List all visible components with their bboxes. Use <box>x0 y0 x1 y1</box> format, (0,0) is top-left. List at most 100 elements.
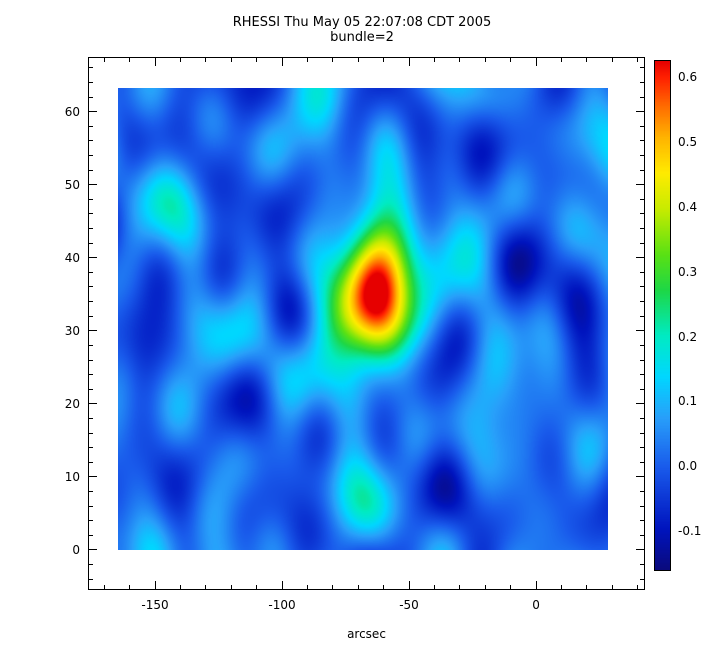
y-axis-major-tick <box>636 403 644 405</box>
colorbar-tick-label: -0.1 <box>678 524 702 539</box>
x-axis-major-tick <box>281 58 283 66</box>
y-axis-minor-tick <box>89 417 93 419</box>
x-axis-minor-tick <box>179 585 181 589</box>
x-axis-minor-tick <box>256 585 258 589</box>
colorbar-gradient <box>655 61 670 570</box>
y-axis-minor-tick <box>640 213 644 215</box>
y-axis-minor-tick <box>640 228 644 230</box>
y-axis-minor-tick <box>640 169 644 171</box>
y-axis-minor-tick <box>89 432 93 434</box>
y-axis-tick-label: 10 <box>64 469 80 484</box>
y-axis-minor-tick <box>89 67 93 69</box>
y-axis-minor-tick <box>89 228 93 230</box>
x-axis-minor-tick <box>205 585 207 589</box>
y-axis-major-tick <box>89 476 97 478</box>
x-axis-minor-tick <box>205 58 207 62</box>
x-axis-minor-tick <box>586 58 588 62</box>
x-axis-minor-tick <box>510 585 512 589</box>
y-axis-minor-tick <box>89 169 93 171</box>
x-axis-minor-tick <box>230 585 232 589</box>
x-axis-minor-tick <box>611 585 613 589</box>
y-axis-major-tick <box>89 184 97 186</box>
y-axis-major-tick <box>89 403 97 405</box>
x-axis-minor-tick <box>560 58 562 62</box>
y-axis-minor-tick <box>89 96 93 98</box>
colorbar-tick-label: 0.6 <box>678 70 698 85</box>
x-axis-minor-tick <box>586 585 588 589</box>
y-axis-major-tick <box>636 111 644 113</box>
plot-frame <box>88 57 645 590</box>
y-axis-minor-tick <box>89 520 93 522</box>
x-axis-minor-tick <box>383 58 385 62</box>
x-axis-minor-tick <box>179 58 181 62</box>
y-axis-minor-tick <box>640 578 644 580</box>
y-axis-minor-tick <box>640 520 644 522</box>
chart-subtitle: bundle=2 <box>330 30 394 45</box>
y-axis-minor-tick <box>89 286 93 288</box>
x-axis-major-tick <box>281 581 283 589</box>
y-axis-minor-tick <box>640 359 644 361</box>
y-axis-minor-tick <box>640 198 644 200</box>
x-axis-major-tick <box>154 581 156 589</box>
y-axis-minor-tick <box>89 155 93 157</box>
y-axis-minor-tick <box>640 388 644 390</box>
x-axis-minor-tick <box>637 58 639 62</box>
colorbar-tick-label: 0.0 <box>678 459 698 474</box>
y-axis-minor-tick <box>640 374 644 376</box>
y-axis-minor-tick <box>640 534 644 536</box>
heatmap-image <box>118 88 608 550</box>
y-axis-tick-label: 50 <box>64 177 80 192</box>
y-axis-minor-tick <box>89 140 93 142</box>
y-axis-minor-tick <box>89 374 93 376</box>
x-axis-minor-tick <box>230 58 232 62</box>
x-axis-label: arcsec <box>347 627 386 641</box>
y-axis-minor-tick <box>640 490 644 492</box>
y-axis-minor-tick <box>640 286 644 288</box>
x-axis-minor-tick <box>433 585 435 589</box>
colorbar-tick-label: 0.3 <box>678 264 698 279</box>
y-axis-minor-tick <box>640 301 644 303</box>
y-axis-minor-tick <box>89 505 93 507</box>
y-axis-major-tick <box>89 549 97 551</box>
y-axis-minor-tick <box>89 242 93 244</box>
y-axis-minor-tick <box>640 315 644 317</box>
y-axis-minor-tick <box>640 140 644 142</box>
y-axis-tick-label: 20 <box>64 396 80 411</box>
y-axis-major-tick <box>636 330 644 332</box>
y-axis-minor-tick <box>640 505 644 507</box>
y-axis-tick-label: 30 <box>64 323 80 338</box>
x-axis-minor-tick <box>484 585 486 589</box>
colorbar-tick-label: 0.1 <box>678 394 698 409</box>
y-axis-minor-tick <box>640 125 644 127</box>
x-axis-tick-label: -100 <box>268 598 296 612</box>
y-axis-minor-tick <box>640 96 644 98</box>
x-axis-minor-tick <box>103 58 105 62</box>
x-axis-minor-tick <box>332 58 334 62</box>
y-axis-minor-tick <box>640 344 644 346</box>
y-axis-tick-label: 40 <box>64 250 80 265</box>
y-axis-minor-tick <box>640 67 644 69</box>
x-axis-minor-tick <box>306 585 308 589</box>
y-axis-minor-tick <box>89 447 93 449</box>
y-axis-minor-tick <box>640 82 644 84</box>
y-axis-minor-tick <box>640 155 644 157</box>
y-axis-minor-tick <box>640 432 644 434</box>
y-axis-minor-tick <box>89 82 93 84</box>
colorbar-tick-label: 0.5 <box>678 135 698 150</box>
x-axis-major-tick <box>154 58 156 66</box>
x-axis-major-tick <box>408 58 410 66</box>
x-axis-minor-tick <box>332 585 334 589</box>
y-axis-major-tick <box>89 111 97 113</box>
x-axis-major-tick <box>535 581 537 589</box>
y-axis-major-tick <box>636 476 644 478</box>
y-axis-minor-tick <box>89 359 93 361</box>
x-axis-tick-label: 0 <box>532 598 540 612</box>
y-axis-minor-tick <box>89 578 93 580</box>
y-axis-minor-tick <box>640 447 644 449</box>
y-axis-major-tick <box>636 549 644 551</box>
y-axis-minor-tick <box>89 271 93 273</box>
x-axis-minor-tick <box>433 58 435 62</box>
x-axis-tick-label: -50 <box>399 598 419 612</box>
x-axis-minor-tick <box>510 58 512 62</box>
